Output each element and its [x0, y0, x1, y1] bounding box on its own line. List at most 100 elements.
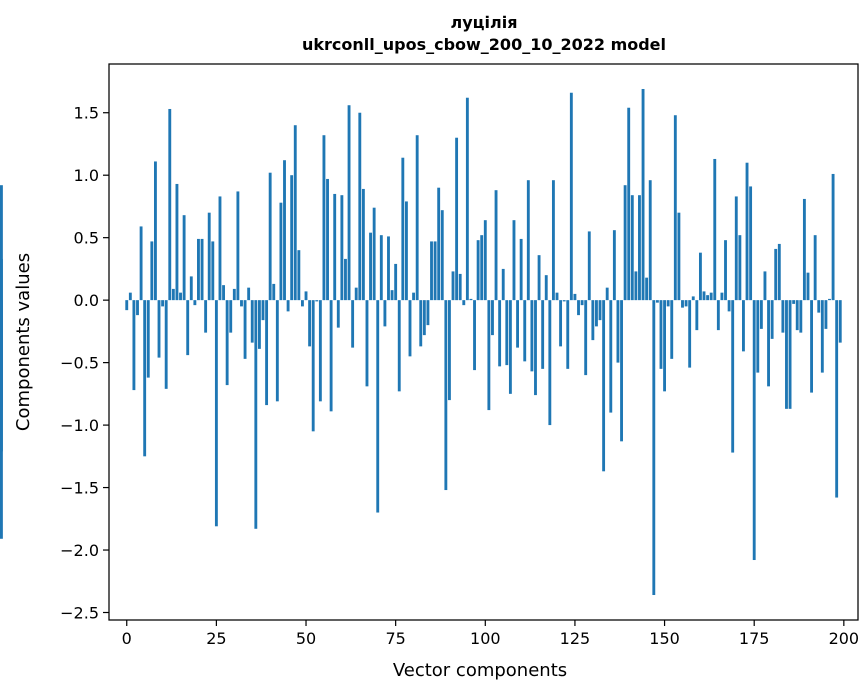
- bar-172: [742, 300, 745, 352]
- bar-205: [0, 185, 3, 301]
- bar-110: [519, 238, 523, 301]
- bar-54: [318, 300, 322, 402]
- bar-198: [835, 300, 839, 498]
- x-tick-label: 100: [470, 629, 501, 648]
- bar-155: [681, 300, 684, 308]
- bar-162: [706, 295, 710, 301]
- bar-0: [125, 300, 129, 311]
- bar-103: [494, 190, 498, 301]
- x-tick-label: 200: [829, 629, 860, 648]
- bar-60: [340, 195, 344, 301]
- bar-100: [483, 220, 487, 301]
- bar-183: [781, 300, 785, 333]
- bar-8: [154, 161, 157, 301]
- bar-32: [240, 300, 243, 307]
- bar-47: [293, 125, 297, 301]
- bar-136: [612, 230, 616, 301]
- bar-53: [315, 300, 319, 302]
- bar-78: [404, 201, 408, 301]
- bar-89: [444, 300, 448, 491]
- bar-17: [186, 300, 190, 356]
- bar-142: [634, 271, 638, 301]
- bar-43: [279, 202, 283, 301]
- bar-181: [774, 248, 778, 301]
- bar-131: [595, 300, 598, 327]
- bar-64: [354, 287, 358, 301]
- bar-11: [164, 300, 168, 389]
- bar-84: [426, 300, 430, 326]
- bar-157: [688, 300, 692, 368]
- y-tick-label: −1.5: [60, 479, 99, 498]
- bar-105: [501, 268, 505, 301]
- x-tick-label: 75: [385, 629, 405, 648]
- bar-46: [290, 175, 294, 301]
- bar-143: [638, 195, 641, 301]
- bar-152: [670, 300, 674, 359]
- bar-29: [229, 300, 233, 333]
- bar-175: [752, 300, 756, 561]
- bar-83: [422, 300, 426, 336]
- bar-112: [526, 180, 530, 301]
- bar-44: [283, 160, 286, 301]
- bar-107: [508, 300, 512, 394]
- bar-101: [487, 300, 491, 411]
- chart-title-line1: луцілія: [451, 13, 518, 32]
- bar-81: [415, 135, 419, 301]
- bar-95: [465, 97, 469, 301]
- bar-121: [559, 300, 563, 347]
- x-tick-label: 175: [739, 629, 770, 648]
- bar-163: [709, 292, 713, 301]
- bar-176: [756, 300, 760, 373]
- bar-4: [139, 226, 143, 301]
- bar-9: [157, 300, 161, 358]
- bar-75: [394, 263, 398, 301]
- bar-16: [182, 215, 186, 301]
- bar-177: [759, 300, 763, 329]
- y-tick-label: 0.5: [74, 229, 99, 248]
- bar-25: [214, 300, 218, 527]
- bar-31: [236, 191, 240, 301]
- bar-153: [673, 115, 677, 301]
- bar-133: [602, 300, 606, 472]
- bar-102: [491, 300, 494, 336]
- bar-33: [243, 300, 247, 359]
- bar-127: [580, 300, 584, 306]
- bar-180: [770, 300, 774, 339]
- bar-37: [257, 300, 261, 349]
- chart-title-line2: ukrconll_upos_cbow_200_10_2022 model: [302, 35, 666, 54]
- bar-20: [197, 238, 200, 301]
- bar-109: [516, 300, 519, 348]
- bar-90: [448, 300, 451, 401]
- bar-72: [383, 300, 387, 327]
- bar-57: [329, 300, 333, 412]
- bar-138: [620, 300, 623, 442]
- bar-14: [175, 183, 179, 301]
- bar-88: [440, 210, 444, 301]
- bar-6: [146, 300, 150, 378]
- bar-184: [785, 300, 788, 409]
- bar-191: [810, 300, 813, 393]
- bar-26: [218, 196, 222, 301]
- bar-108: [512, 220, 516, 301]
- bar-73: [387, 236, 390, 301]
- bar-189: [802, 198, 806, 301]
- bar-3: [136, 300, 139, 316]
- bar-164: [713, 158, 717, 301]
- bar-66: [361, 188, 365, 301]
- y-tick-label: −2.5: [60, 604, 99, 623]
- bar-118: [548, 300, 552, 426]
- bar-15: [179, 292, 182, 301]
- bar-166: [720, 292, 724, 301]
- bar-28: [225, 300, 229, 386]
- bar-150: [663, 300, 666, 392]
- bar-67: [365, 300, 369, 387]
- bar-187: [795, 300, 799, 331]
- bar-160: [698, 252, 702, 301]
- bar-125: [573, 293, 577, 301]
- bar-99: [480, 235, 484, 301]
- bar-97: [473, 300, 476, 371]
- bar-116: [541, 300, 545, 369]
- x-axis-label: Vector components: [393, 660, 567, 681]
- bar-86: [433, 241, 437, 301]
